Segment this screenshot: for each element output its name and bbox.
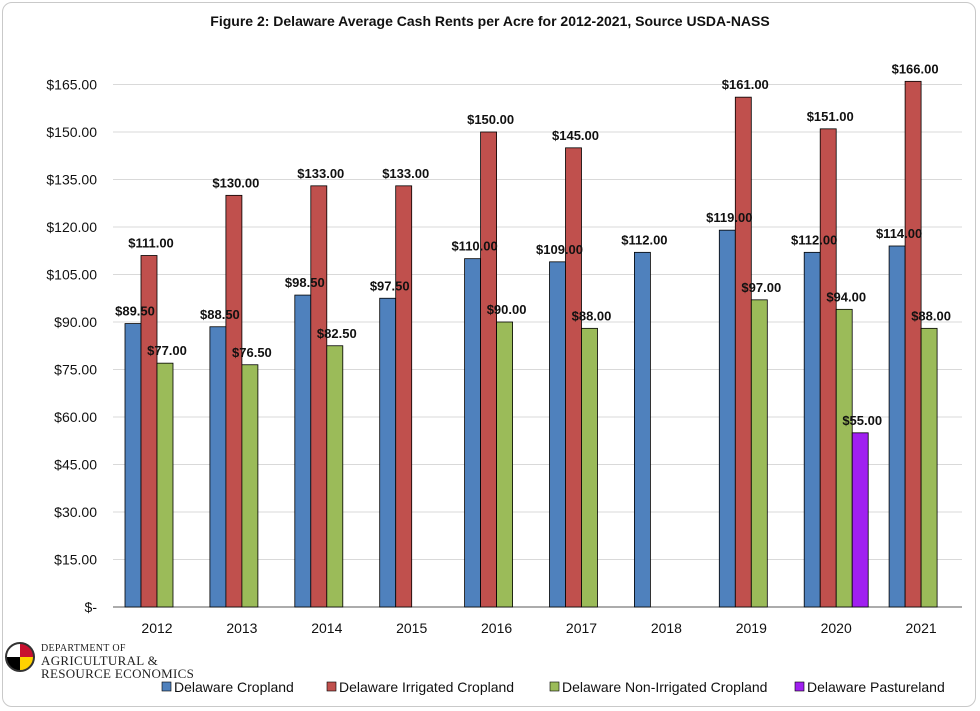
data-label: $88.00 — [572, 308, 612, 323]
data-label: $88.50 — [200, 307, 240, 322]
legend: Delaware Cropland Delaware Irrigated Crop… — [161, 679, 945, 695]
bar-delaware-non-irrigated-cropland-2021 — [920, 327, 938, 608]
university-seal-icon — [5, 642, 35, 672]
bar-delaware-irrigated-cropland-2014 — [310, 185, 328, 608]
bar-delaware-cropland-2020 — [803, 251, 821, 608]
x-tick-label: 2019 — [736, 620, 767, 636]
x-tick-label: 2018 — [651, 620, 682, 636]
y-tick-label: $165.00 — [46, 77, 97, 93]
x-tick-label: 2012 — [141, 620, 172, 636]
legend-swatch — [326, 681, 337, 692]
logo-line-3: RESOURCE ECONOMICS — [41, 666, 195, 681]
bar-delaware-non-irrigated-cropland-2019 — [750, 299, 768, 608]
bar-delaware-non-irrigated-cropland-2013 — [241, 364, 259, 608]
data-label: $98.50 — [285, 275, 325, 290]
y-tick-label: $135.00 — [46, 172, 97, 188]
data-label: $109.00 — [536, 242, 583, 257]
data-label: $133.00 — [297, 166, 344, 181]
bar-delaware-irrigated-cropland-2016 — [480, 131, 498, 608]
y-tick-label: $75.00 — [54, 362, 97, 378]
data-label: $110.00 — [451, 239, 497, 254]
bar-delaware-irrigated-cropland-2020 — [819, 128, 837, 608]
x-tick-label: 2013 — [226, 620, 257, 636]
bar-delaware-cropland-2021 — [888, 245, 906, 608]
legend-label: Delaware Pastureland — [807, 679, 945, 695]
bar-delaware-cropland-2018 — [634, 251, 651, 608]
bars — [124, 80, 938, 608]
legend-label: Delaware Cropland — [174, 679, 294, 695]
bar-delaware-non-irrigated-cropland-2012 — [156, 362, 174, 608]
data-label: $150.00 — [467, 112, 514, 127]
data-label: $76.50 — [232, 345, 272, 360]
data-label: $90.00 — [487, 302, 527, 317]
data-label: $119.00 — [706, 210, 752, 225]
data-label: $82.50 — [317, 326, 357, 341]
bar-delaware-irrigated-cropland-2013 — [225, 194, 243, 608]
data-label: $77.00 — [147, 343, 187, 358]
x-tick-label: 2017 — [566, 620, 597, 636]
legend-swatch — [549, 681, 560, 692]
legend-label: Delaware Irrigated Cropland — [339, 679, 514, 695]
x-tick-label: 2016 — [481, 620, 512, 636]
bar-delaware-non-irrigated-cropland-2020 — [835, 308, 853, 608]
data-label: $130.00 — [212, 175, 259, 190]
data-label: $133.00 — [382, 166, 429, 181]
legend-swatch — [794, 681, 805, 692]
legend-label: Delaware Non-Irrigated Cropland — [562, 679, 767, 695]
data-label: $114.00 — [876, 226, 922, 241]
legend-swatch — [161, 681, 172, 692]
bar-delaware-irrigated-cropland-2017 — [565, 147, 582, 608]
bar-delaware-cropland-2019 — [718, 229, 736, 608]
x-tick-label: 2014 — [311, 620, 342, 636]
y-tick-label: $60.00 — [54, 409, 97, 425]
bar-delaware-cropland-2012 — [124, 323, 142, 608]
bar-delaware-pastureland-2020 — [851, 432, 869, 608]
bar-delaware-cropland-2016 — [464, 258, 482, 608]
data-label: $166.00 — [892, 61, 939, 76]
bar-delaware-irrigated-cropland-2019 — [734, 96, 752, 608]
y-tick-label: $120.00 — [46, 219, 97, 235]
bar-delaware-cropland-2017 — [549, 261, 566, 608]
data-label: $97.50 — [370, 278, 410, 293]
data-label: $151.00 — [807, 109, 854, 124]
y-axis: $- $15.00 $30.00 $45.00 $60.00 $75.00 $90.00 $1… — [46, 77, 97, 616]
bar-delaware-non-irrigated-cropland-2017 — [581, 327, 598, 608]
x-tick-label: 2020 — [821, 620, 852, 636]
data-labels: $89.50 $111.00 $77.00 $88.50 $130.00 $76.50 $9… — [115, 61, 951, 428]
y-tick-label: $- — [85, 599, 98, 615]
y-tick-label: $90.00 — [54, 314, 97, 330]
bar-delaware-cropland-2014 — [294, 294, 312, 608]
y-tick-label: $15.00 — [54, 552, 97, 568]
x-axis: 2012 2013 2014 2015 2016 2017 2018 2019 2020 2021 — [141, 620, 936, 636]
data-label: $55.00 — [842, 413, 882, 428]
y-tick-label: $45.00 — [54, 457, 97, 473]
data-label: $88.00 — [911, 308, 951, 323]
bar-delaware-irrigated-cropland-2015 — [395, 185, 413, 608]
data-label: $112.00 — [621, 232, 667, 247]
data-label: $112.00 — [791, 232, 837, 247]
bar-delaware-non-irrigated-cropland-2014 — [326, 345, 344, 608]
y-tick-label: $105.00 — [46, 267, 97, 283]
logo-line-1: DEPARTMENT OF — [41, 643, 126, 654]
data-label: $94.00 — [826, 289, 866, 304]
bar-delaware-non-irrigated-cropland-2016 — [496, 321, 514, 608]
data-label: $89.50 — [115, 304, 155, 319]
department-logo: DEPARTMENT OF AGRICULTURAL & RESOURCE EC… — [5, 640, 205, 684]
data-label: $145.00 — [552, 128, 599, 143]
chart-title: Figure 2: Delaware Average Cash Rents pe… — [210, 13, 769, 29]
bar-delaware-cropland-2015 — [379, 297, 397, 608]
data-label: $97.00 — [741, 280, 781, 295]
x-tick-label: 2015 — [396, 620, 427, 636]
bar-delaware-irrigated-cropland-2021 — [904, 80, 922, 608]
data-label: $161.00 — [722, 77, 769, 92]
x-tick-label: 2021 — [906, 620, 937, 636]
y-tick-label: $150.00 — [46, 124, 97, 140]
bar-delaware-cropland-2013 — [209, 326, 227, 608]
logo-line-2: AGRICULTURAL & — [41, 653, 158, 668]
data-label: $111.00 — [128, 236, 174, 251]
y-tick-label: $30.00 — [54, 504, 97, 520]
